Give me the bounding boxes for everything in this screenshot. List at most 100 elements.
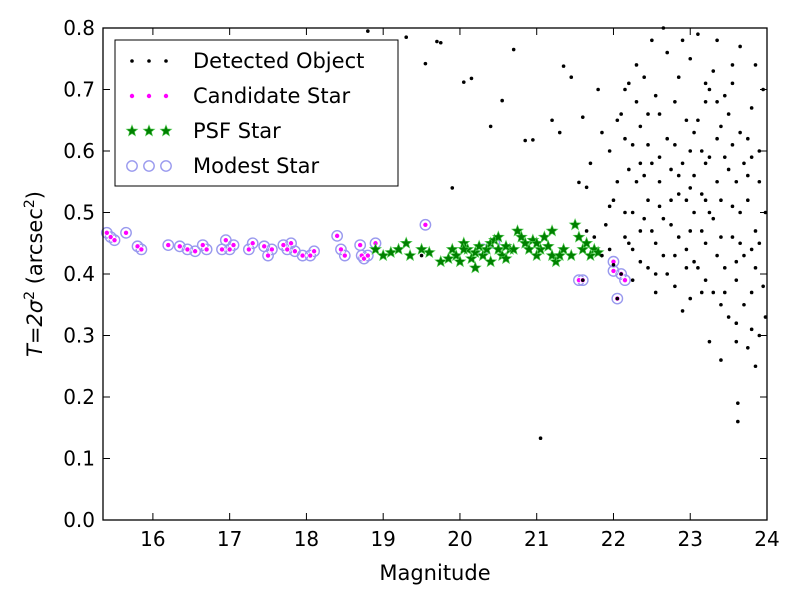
candidate-star-point [203,246,210,253]
detected-object-point [538,436,543,441]
psf-star-point [491,242,505,255]
candidate-star-point [610,267,617,274]
detected-object-point [719,302,723,307]
candidate-star-point [218,246,225,253]
legend-marker [142,124,156,137]
detected-object-point [688,56,693,61]
modest-star-point [242,243,255,256]
detected-object-point [580,115,585,119]
detected-object-point [684,247,689,252]
psf-star-point [534,242,548,255]
detected-object-point [722,93,727,98]
detected-object-point [627,81,631,86]
detected-object-point [630,278,635,282]
detected-object-point [584,229,589,233]
detected-object-point [746,136,750,141]
detected-object-point [676,192,681,196]
psf-star-point [530,248,544,262]
candidate-star-point [288,240,295,247]
legend-marker [125,124,139,137]
detected-object-point [680,38,685,43]
psf-star-point [530,236,544,249]
detected-object-point [703,100,708,104]
detected-object-point [615,118,620,123]
psf-star-point [499,239,513,252]
detected-object-point [715,136,719,141]
detected-object-point [734,259,739,264]
modest-star-point [358,252,370,265]
detected-object-point [692,130,696,135]
modest-star-point [200,243,213,256]
candidate-star-point [311,248,318,255]
candidate-star-point [192,248,199,255]
psf-star-point [476,248,490,262]
detected-object-point [438,40,443,45]
detected-object-point [753,364,758,369]
candidate-star-point [107,234,114,241]
detected-object-point [696,118,700,123]
x-axis-label: Magnitude [379,561,490,585]
detected-object-point [703,198,708,202]
detected-object-point [676,173,681,178]
detected-object-point [753,229,758,233]
psf-star-point [403,248,417,262]
detected-object-point [676,75,681,79]
modest-star-point [615,268,628,280]
modest-star-point [135,243,148,256]
psf-star-point [583,248,597,262]
detected-object-point [638,161,643,166]
psf-star-point [591,245,605,258]
y-axis-label-mid: (arcsec [23,208,47,291]
detected-object-point [584,185,589,190]
detected-object-point [669,167,673,172]
candidate-star-point [134,243,141,250]
y-tick-label: 0.7 [63,78,95,102]
detected-object-point [719,124,723,129]
detected-object-point [746,198,750,202]
detected-object-point [696,32,700,36]
psf-star-point [445,242,459,255]
detected-object-point [557,130,562,135]
detected-object-point [703,241,708,246]
detected-object-point [627,167,631,172]
detected-object-point [734,278,739,282]
modest-star-point [108,234,121,247]
detected-object-point [707,87,712,92]
series-psf-star [369,217,605,274]
legend-marker [164,59,168,63]
legend-marker [145,93,152,100]
detected-object-point [623,136,627,141]
plot-area [100,26,768,441]
modest-star-point [419,218,432,231]
candidate-star-point [165,242,172,249]
detected-object-point [435,39,439,44]
candidate-star-point [334,232,341,239]
detected-object-point [684,266,689,270]
detected-object-point [404,35,409,40]
candidate-star-point [230,242,237,249]
modest-star-point [331,229,344,242]
candidate-star-point [111,237,118,244]
detected-object-point [607,247,612,252]
legend-marker [162,93,169,100]
candidate-star-point [123,229,130,236]
detected-object-point [673,143,677,147]
y-axis-label-sup1: 2 [22,291,38,300]
candidate-star-point [621,277,628,284]
axis-ticks: 16 17 18 19 20 21 22 23 24 0.0 0.1 0.2 0.3 0.4 0.5 0.6 0… [63,16,780,551]
psf-star-point [576,242,590,255]
detected-object-point [646,266,650,270]
detected-object-point [711,290,716,295]
detected-object-point [657,155,662,159]
detected-object-point [722,155,727,159]
candidate-star-point [226,246,233,253]
detected-object-point [523,138,527,143]
candidate-star-point [364,252,371,259]
detected-object-point [726,167,731,172]
detected-object-point [699,192,704,196]
detected-object-point [699,229,704,233]
legend-label: Modest Star [193,154,319,178]
detected-object-point [738,241,742,246]
modest-star-point [131,240,144,253]
modest-star-point [265,243,278,256]
